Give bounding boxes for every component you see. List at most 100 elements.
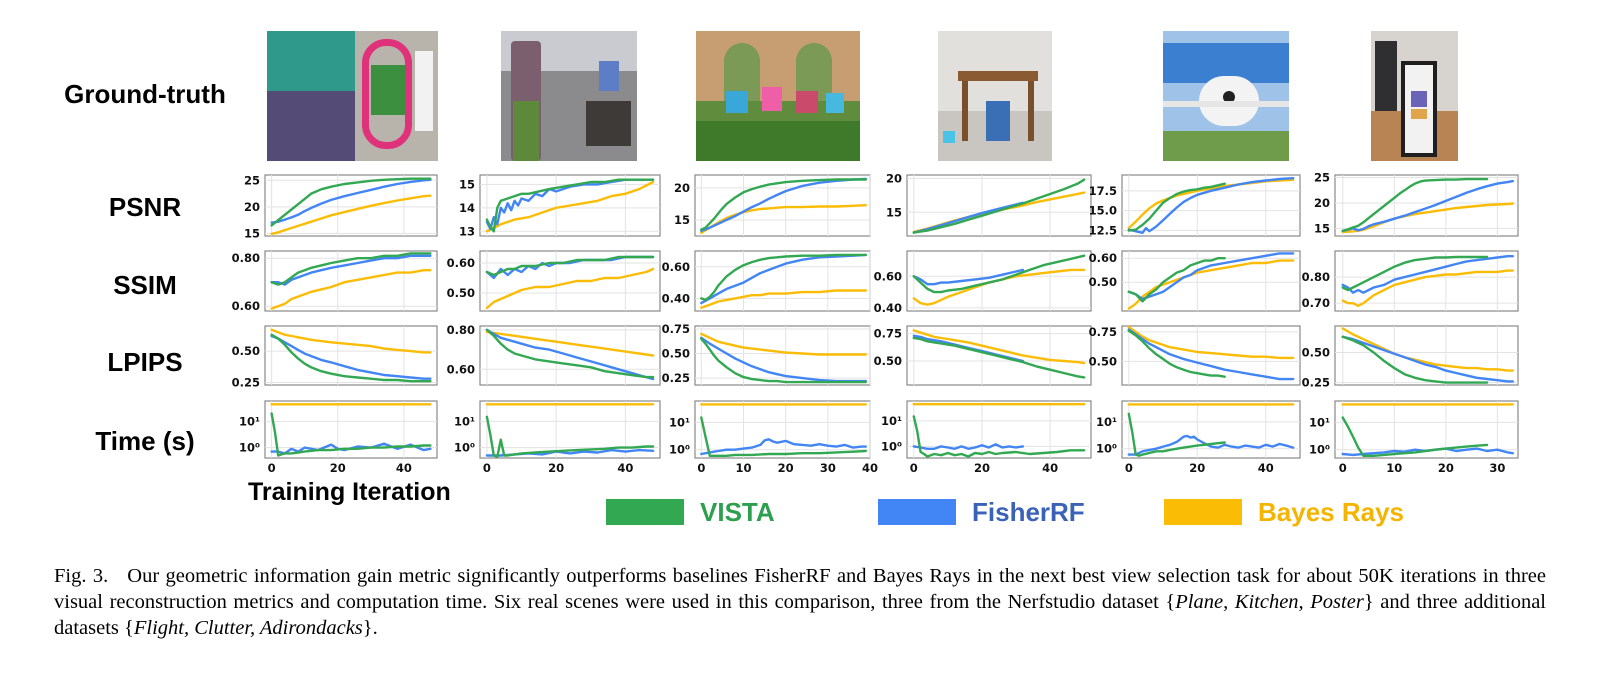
- series-line-fisherrf: [912, 443, 1025, 450]
- series-line-vista: [485, 178, 655, 233]
- series-line-vista: [270, 177, 432, 227]
- y-tick-label: 0.25: [1302, 376, 1330, 390]
- row-label-lpips: LPIPS: [107, 347, 183, 377]
- caption-set-2: Flight, Clutter, Adirondacks: [133, 617, 363, 639]
- caption-prefix: Fig. 3.: [54, 565, 109, 587]
- legend-item-fisherrf: FisherRF: [878, 496, 1085, 528]
- caption-set-1: Plane, Kitchen, Poster: [1175, 591, 1364, 613]
- plot-frame: [694, 250, 871, 312]
- legend-swatch-bayes-rays: [1164, 499, 1242, 525]
- ground-truth-image-2: [501, 31, 637, 161]
- series-line-vista: [270, 412, 432, 457]
- series-line-vista: [485, 328, 655, 379]
- series-line-fisherrf: [1341, 179, 1515, 233]
- row-label-psnr: PSNR: [108, 192, 182, 222]
- chart-c1-ssim: 0.60 0.80: [232, 250, 438, 313]
- y-tick-label: 0.70: [1302, 296, 1330, 310]
- series-line-fisherrf: [700, 177, 867, 233]
- plot-frame: [1334, 400, 1519, 459]
- y-tick-label: 0.75: [662, 322, 690, 336]
- chart-c1-lpips: 0.25 0.50: [232, 325, 438, 389]
- series-line-vista: [1341, 255, 1489, 292]
- series-line-bayes-rays: [270, 328, 432, 354]
- chart-c4-ssim: 0.40 0.60: [874, 250, 1092, 315]
- series-line-fisherrf: [270, 254, 432, 286]
- y-tick-label: 0.60: [447, 256, 475, 270]
- y-tick-label: 10¹: [669, 415, 690, 429]
- chart-c5-psnr: 12.5 15.0 17.5: [1089, 174, 1301, 237]
- series-line-bayes-rays: [1127, 326, 1295, 360]
- legend-label-bayes-rays: Bayes Rays: [1258, 496, 1404, 527]
- series-line-bayes-rays: [700, 203, 867, 235]
- chart-c2-psnr: 13 14 15: [459, 174, 661, 238]
- series-line-fisherrf: [1127, 176, 1295, 235]
- series-line-bayes-rays: [485, 180, 655, 233]
- y-tick-label: 10¹: [1309, 415, 1330, 429]
- y-tick-label: 0.80: [447, 323, 475, 337]
- series-line-bayes-rays: [700, 332, 867, 356]
- y-tick-label: 10⁰: [669, 443, 690, 457]
- x-tick-label: 40: [862, 461, 878, 475]
- y-tick-label: 0.50: [1089, 275, 1117, 289]
- chart-c6-psnr: 15 20 25: [1314, 171, 1519, 237]
- series-line-vista: [912, 415, 1086, 458]
- y-tick-label: 0.50: [1089, 354, 1117, 368]
- x-tick-label: 40: [1042, 461, 1058, 475]
- series-line-fisherrf: [912, 201, 1025, 234]
- plot-frame: [1121, 174, 1301, 237]
- x-tick-label: 0: [1339, 461, 1347, 475]
- y-tick-label: 0.50: [662, 347, 690, 361]
- caption-text-1: Our geometric information gain metric si…: [54, 565, 1546, 613]
- y-tick-label: 13: [459, 224, 475, 238]
- chart-c1-time: 10⁰ 10¹ 0 20 40: [239, 400, 438, 475]
- series-line-fisherrf: [270, 178, 432, 224]
- legend-label-fisherrf: FisherRF: [972, 496, 1085, 527]
- series-line-bayes-rays: [912, 329, 1086, 365]
- series-line-vista: [912, 254, 1086, 294]
- ground-truth-image-5: [1163, 31, 1289, 161]
- series-line-fisherrf: [1341, 255, 1515, 294]
- y-tick-label: 14: [459, 201, 475, 215]
- series-line-vista: [485, 255, 655, 277]
- series-line-vista: [700, 253, 867, 302]
- y-tick-label: 0.50: [1302, 345, 1330, 359]
- y-tick-label: 0.75: [874, 327, 902, 341]
- x-tick-label: 20: [1438, 461, 1454, 475]
- y-tick-label: 0.75: [1089, 325, 1117, 339]
- row-label-time: Time (s): [95, 426, 195, 456]
- ground-truth-image-1: [267, 31, 438, 161]
- series-line-bayes-rays: [485, 330, 655, 357]
- series-line-fisherrf: [700, 438, 867, 456]
- y-tick-label: 20: [886, 171, 902, 185]
- x-tick-label: 40: [1258, 461, 1274, 475]
- x-tick-label: 0: [697, 461, 705, 475]
- series-line-bayes-rays: [1341, 269, 1515, 307]
- x-tick-label: 40: [617, 461, 633, 475]
- series-line-vista: [1127, 182, 1226, 232]
- plot-frame: [1334, 250, 1519, 312]
- series-line-fisherrf: [1127, 434, 1295, 456]
- chart-c6-ssim: 0.70 0.80: [1302, 250, 1519, 312]
- chart-c5-lpips: 0.50 0.75: [1089, 325, 1301, 386]
- x-axis-label: Training Iteration: [248, 478, 451, 506]
- series-line-bayes-rays: [270, 269, 432, 310]
- chart-c3-lpips: 0.25 0.50 0.75: [662, 322, 871, 386]
- ground-truth-image-3: [696, 31, 860, 161]
- y-tick-label: 0.40: [874, 301, 902, 315]
- x-tick-label: 40: [396, 461, 412, 475]
- chart-c4-time: 10⁰ 10¹ 0 20 40: [881, 400, 1092, 475]
- y-tick-label: 20: [1314, 196, 1330, 210]
- y-tick-label: 20: [674, 181, 690, 195]
- series-line-vista: [270, 333, 432, 383]
- legend-item-vista: VISTA: [606, 496, 775, 528]
- chart-c3-time: 10⁰ 10¹ 0 10 20 30 40: [669, 400, 878, 475]
- x-tick-label: 20: [974, 461, 990, 475]
- series-line-fisherrf: [1127, 328, 1295, 381]
- y-tick-label: 0.50: [874, 354, 902, 368]
- y-tick-label: 12.5: [1089, 223, 1117, 237]
- series-line-vista: [270, 252, 432, 286]
- series-line-bayes-rays: [485, 267, 655, 310]
